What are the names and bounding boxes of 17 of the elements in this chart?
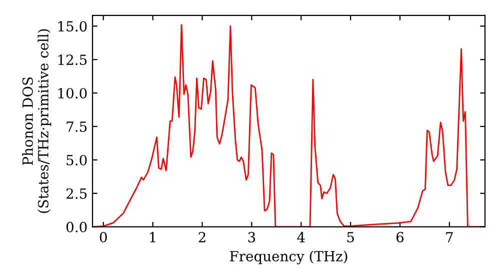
- x-tick-label: 1: [150, 232, 156, 242]
- x-tick-label: 2: [198, 232, 206, 242]
- y-tick-label: 7.5: [66, 122, 87, 132]
- y-tick-label: 0.0: [66, 222, 87, 232]
- x-tick-label: 0: [100, 232, 107, 242]
- y-axis-title: Phonon DOS (States/THz·primitive cell): [22, 29, 52, 213]
- x-axis-title: Frequency (THz): [230, 250, 348, 264]
- x-tick-label: 4: [297, 232, 305, 242]
- x-tick-label: 7: [446, 232, 453, 242]
- y-tick-label: 10.0: [58, 88, 87, 98]
- y-tick-label: 2.5: [66, 188, 87, 199]
- y-tick-label: 5.0: [66, 154, 87, 166]
- y-tick-label: 12.5: [58, 54, 87, 66]
- y-tick-label: 15.0: [58, 21, 87, 32]
- x-tick-label: 6: [396, 232, 404, 242]
- x-tick-label: 5: [347, 232, 354, 242]
- x-tick-label: 3: [248, 232, 256, 242]
